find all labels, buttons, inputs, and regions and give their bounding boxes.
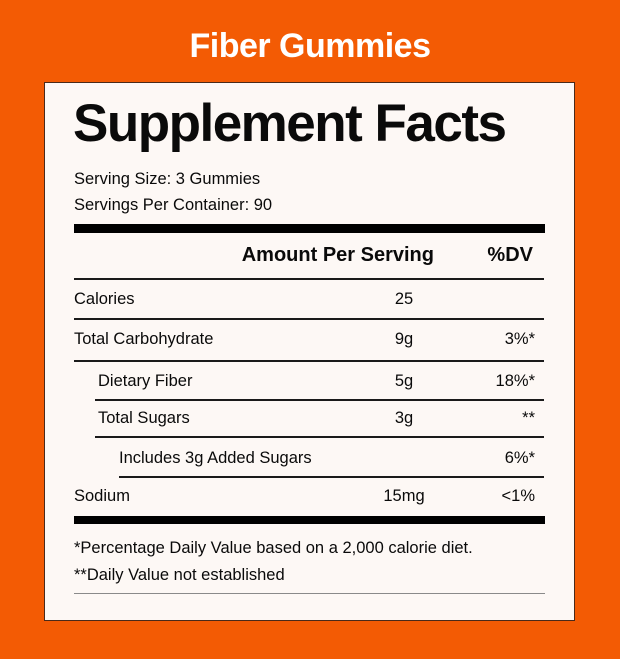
footnote-not-established: **Daily Value not established bbox=[74, 566, 285, 584]
nutrient-row-added-sugars: Includes 3g Added Sugars 6%* bbox=[74, 446, 545, 470]
nutrient-amount: 9g bbox=[394, 330, 414, 348]
nutrient-row-sodium: Sodium 15mg <1% bbox=[74, 484, 545, 508]
supplement-facts-card: Supplement Facts Serving Size: 3 Gummies… bbox=[44, 82, 575, 621]
nutrient-name: Dietary Fiber bbox=[98, 372, 193, 390]
nutrient-name: Calories bbox=[74, 290, 135, 308]
dv-header: %DV bbox=[487, 244, 533, 266]
nutrient-amount: 3g bbox=[394, 409, 414, 427]
column-header-row: Amount Per Serving %DV bbox=[74, 243, 545, 267]
footer-divider bbox=[74, 593, 545, 594]
nutrient-dv: 18%* bbox=[495, 372, 535, 390]
nutrient-name: Total Carbohydrate bbox=[74, 330, 214, 348]
divider bbox=[74, 318, 544, 320]
nutrient-row-calories: Calories 25 bbox=[74, 287, 545, 311]
serving-size: Serving Size: 3 Gummies bbox=[74, 170, 261, 188]
divider bbox=[119, 476, 544, 478]
divider bbox=[74, 360, 544, 362]
thick-divider-bottom bbox=[74, 516, 545, 524]
nutrient-name: Includes 3g Added Sugars bbox=[119, 449, 312, 467]
facts-title: Supplement Facts bbox=[73, 94, 507, 153]
nutrient-amount: 5g bbox=[394, 372, 414, 390]
divider bbox=[74, 278, 544, 280]
nutrient-name: Sodium bbox=[74, 487, 130, 505]
amount-header: Amount Per Serving bbox=[241, 244, 434, 266]
nutrient-dv: 6%* bbox=[504, 449, 535, 467]
nutrient-dv: ** bbox=[522, 409, 535, 427]
nutrient-row-total-carbohydrate: Total Carbohydrate 9g 3%* bbox=[74, 327, 545, 351]
footnote-dv: *Percentage Daily Value based on a 2,000… bbox=[74, 539, 473, 557]
nutrient-row-dietary-fiber: Dietary Fiber 5g 18%* bbox=[74, 369, 545, 393]
divider bbox=[95, 399, 544, 401]
nutrient-amount: 25 bbox=[394, 290, 414, 308]
nutrient-row-total-sugars: Total Sugars 3g ** bbox=[74, 406, 545, 430]
servings-per-container: Servings Per Container: 90 bbox=[74, 196, 273, 214]
nutrient-dv: 3%* bbox=[504, 330, 535, 348]
thick-divider-top bbox=[74, 224, 545, 233]
nutrient-dv: <1% bbox=[501, 487, 535, 505]
nutrient-amount: 15mg bbox=[383, 487, 425, 505]
product-name: Fiber Gummies bbox=[189, 27, 431, 65]
divider bbox=[95, 436, 544, 438]
nutrient-name: Total Sugars bbox=[98, 409, 190, 427]
